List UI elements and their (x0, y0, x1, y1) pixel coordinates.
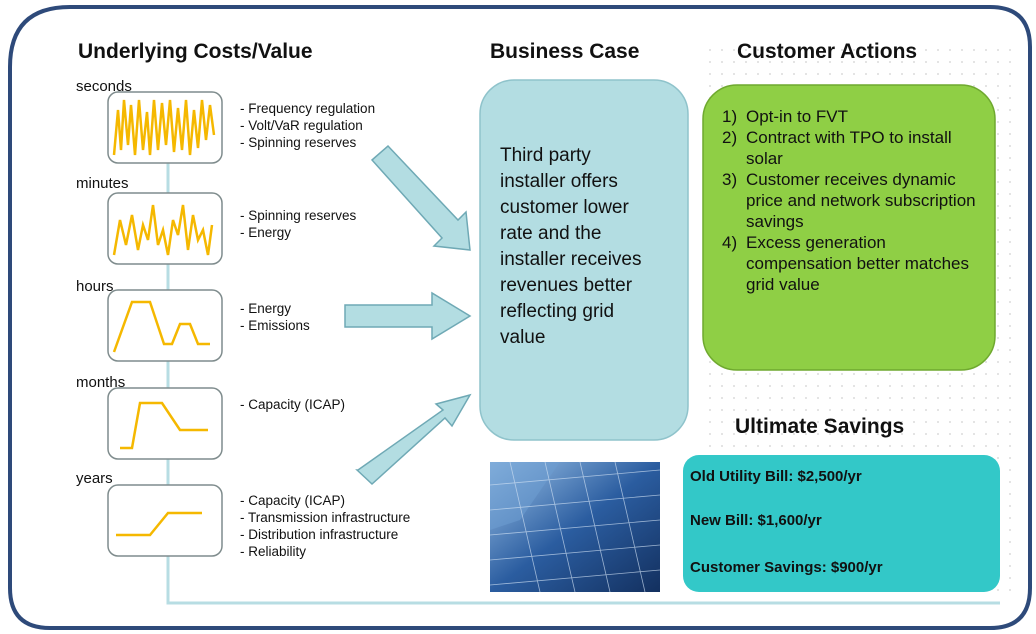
cost-items: - Frequency regulation- Volt/VaR regulat… (240, 100, 375, 151)
time-label: seconds (76, 78, 132, 95)
savings-line: Customer Savings: $900/yr (690, 559, 883, 576)
customer-actions-title: Customer Actions (737, 40, 917, 64)
cost-items: - Capacity (ICAP)- Transmission infrastr… (240, 492, 410, 560)
cost-item: - Spinning reserves (240, 207, 356, 224)
cost-item: - Emissions (240, 317, 310, 334)
action-item: 1)Opt-in to FVT (722, 106, 982, 127)
savings-title: Ultimate Savings (735, 415, 904, 439)
cost-item: - Transmission infrastructure (240, 509, 410, 526)
savings-line: New Bill: $1,600/yr (690, 512, 822, 529)
arrows (345, 146, 470, 484)
action-item: 2)Contract with TPO to install solar (722, 127, 982, 169)
cost-item: - Energy (240, 300, 310, 317)
cost-item: - Volt/VaR regulation (240, 117, 375, 134)
savings-line: Old Utility Bill: $2,500/yr (690, 468, 862, 485)
action-text: Customer receives dynamic price and netw… (746, 169, 982, 232)
time-label: years (76, 470, 113, 487)
cost-items: - Capacity (ICAP) (240, 396, 345, 413)
cost-item: - Capacity (ICAP) (240, 396, 345, 413)
action-number: 1) (722, 106, 746, 127)
business-case-text: Third party installer offers customer lo… (500, 143, 660, 351)
time-label: months (76, 374, 125, 391)
cost-item: - Spinning reserves (240, 134, 375, 151)
cost-item: - Energy (240, 224, 356, 241)
action-number: 4) (722, 232, 746, 295)
left-title: Underlying Costs/Value (78, 40, 313, 64)
action-text: Contract with TPO to install solar (746, 127, 982, 169)
action-number: 2) (722, 127, 746, 169)
cost-item: - Distribution infrastructure (240, 526, 410, 543)
cost-items: - Spinning reserves- Energy (240, 207, 356, 241)
cost-item: - Reliability (240, 543, 410, 560)
time-label: minutes (76, 175, 129, 192)
cost-items: - Energy- Emissions (240, 300, 310, 334)
time-label: hours (76, 278, 114, 295)
cost-item: - Frequency regulation (240, 100, 375, 117)
action-number: 3) (722, 169, 746, 232)
slide: Underlying Costs/Value seconds - Frequenc… (0, 0, 1036, 634)
cost-item: - Capacity (ICAP) (240, 492, 410, 509)
action-item: 4)Excess generation compensation better … (722, 232, 982, 295)
action-item: 3)Customer receives dynamic price and ne… (722, 169, 982, 232)
action-text: Opt-in to FVT (746, 106, 848, 127)
action-text: Excess generation compensation better ma… (746, 232, 982, 295)
solar-panel-image (490, 462, 660, 592)
business-case-title: Business Case (490, 40, 639, 64)
